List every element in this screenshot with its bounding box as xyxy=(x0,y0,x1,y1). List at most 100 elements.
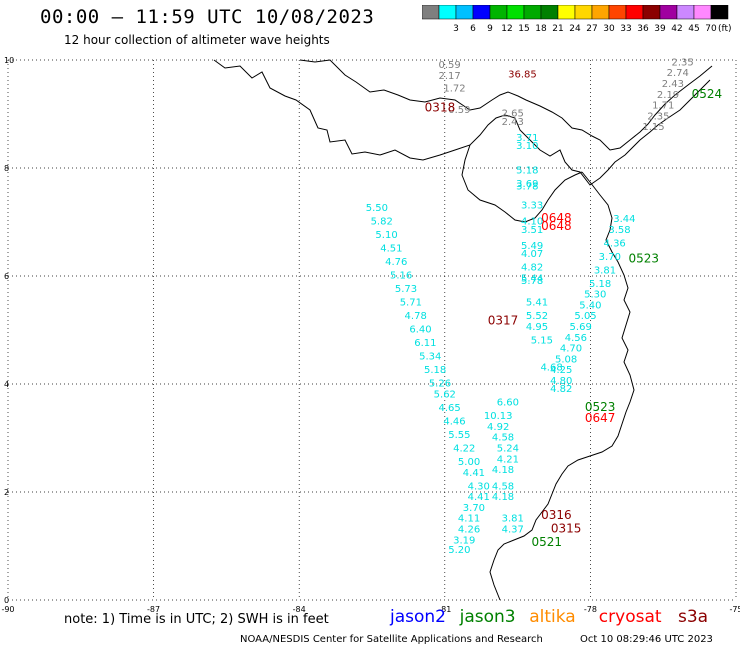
panama-pacific-coast xyxy=(213,59,711,186)
swh-value: 4.82 xyxy=(521,263,543,274)
swh-value: 5.16 xyxy=(390,271,412,282)
swh-value: 5.52 xyxy=(526,311,548,322)
swh-value: 5.30 xyxy=(584,290,606,301)
pass-time-label: 0521 xyxy=(531,535,562,549)
lon-tick-label: -90 xyxy=(1,605,14,614)
swh-value: 1.71 xyxy=(652,101,674,112)
swh-value: 5.44 xyxy=(521,273,543,284)
scale-label: 3 xyxy=(453,24,459,34)
swh-value: 4.18 xyxy=(492,465,514,476)
scale-label: 36 xyxy=(637,24,649,34)
swh-value: 4.41 xyxy=(468,492,490,503)
swh-value: 6.60 xyxy=(497,398,519,409)
swh-value: 5.62 xyxy=(434,390,456,401)
lat-tick-label: 0 xyxy=(4,596,9,605)
scale-label: 42 xyxy=(671,24,682,34)
swh-value: 1.72 xyxy=(443,83,465,94)
swh-value: 2.43 xyxy=(502,117,524,128)
swh-value: 0.59 xyxy=(448,105,470,116)
swh-value: 4.25 xyxy=(550,365,572,376)
swh-value: 3.71 xyxy=(516,133,538,144)
pass-time-label: 0317 xyxy=(488,314,519,328)
swh-value: 2.74 xyxy=(667,68,689,79)
lat-tick-label: 6 xyxy=(4,272,9,281)
swh-value: 5.18 xyxy=(516,165,538,176)
scale-label: 45 xyxy=(688,24,699,34)
swh-value: 5.15 xyxy=(531,336,553,347)
pass-time-label: 0316 xyxy=(541,508,572,522)
swh-value: 4.18 xyxy=(492,492,514,503)
swh-value: 5.49 xyxy=(521,241,543,252)
swh-value: 4.30 xyxy=(468,481,490,492)
scale-label: 9 xyxy=(487,24,493,34)
satellite-legend-item: jason2 xyxy=(390,607,446,627)
pass-time-label: 0648 xyxy=(541,219,572,233)
swh-value: 3.81 xyxy=(502,514,524,525)
swh-value: 5.10 xyxy=(375,230,397,241)
swh-value: 3.19 xyxy=(453,535,475,546)
page-title: 00:00 – 11:59 UTC 10/08/2023 xyxy=(40,6,375,28)
swh-value: 4.82 xyxy=(550,384,572,395)
pass-time-label: 0648 xyxy=(541,211,572,225)
swh-value: 4.95 xyxy=(526,322,548,333)
swh-value: 4.11 xyxy=(458,514,480,525)
lon-tick-label: -84 xyxy=(293,605,306,614)
swh-value: 4.56 xyxy=(565,333,587,344)
swh-value: 5.73 xyxy=(395,284,417,295)
swh-value: 4.36 xyxy=(604,238,626,249)
swh-value: 4.58 xyxy=(492,481,514,492)
swh-value: 4.70 xyxy=(560,344,582,355)
map-axes: -90 -87 -84 -81 -78 -75 0 2 4 6 8 10 xyxy=(1,56,740,614)
pass-time-label: 0315 xyxy=(551,522,582,536)
swh-value: 5.00 xyxy=(458,457,480,468)
swh-value: 5.18 xyxy=(589,279,611,290)
swh-value: 4.51 xyxy=(380,244,402,255)
swh-value: 5.34 xyxy=(419,352,441,363)
pass-time-label: 0318 xyxy=(425,100,456,114)
swh-value: 4.10 xyxy=(521,217,543,228)
lon-tick-label: -75 xyxy=(729,605,740,614)
scale-units: (ft) xyxy=(718,24,732,34)
lat-tick-label: 2 xyxy=(4,488,9,497)
swh-value: 2.19 xyxy=(657,90,679,101)
swh-value: 5.71 xyxy=(400,298,422,309)
swh-value: 36.85 xyxy=(508,69,537,80)
lon-tick-label: -87 xyxy=(147,605,160,614)
page-subtitle: 12 hour collection of altimeter wave hei… xyxy=(64,33,330,47)
lon-tick-label: -78 xyxy=(584,605,597,614)
swh-value: 2.43 xyxy=(662,79,684,90)
pass-time-label: 0523 xyxy=(629,252,660,266)
scale-label: 21 xyxy=(552,24,563,34)
swh-value: 5.08 xyxy=(555,354,577,365)
scale-label: 18 xyxy=(535,24,547,34)
swh-value: 0.59 xyxy=(439,60,461,71)
swh-value: 3.70 xyxy=(599,252,621,263)
scale-bin xyxy=(710,5,729,20)
pass-time-label: 0647 xyxy=(585,411,616,425)
swh-value: 3.10 xyxy=(516,141,538,152)
scale-label: 70 xyxy=(705,24,717,34)
swh-value: 2.17 xyxy=(439,71,461,82)
swh-value: 4.58 xyxy=(492,433,514,444)
swh-value: 3.33 xyxy=(521,201,543,212)
swh-value: 2.35 xyxy=(671,57,693,68)
swh-value: 3.44 xyxy=(613,214,635,225)
scale-label: 24 xyxy=(569,24,581,34)
scale-label: 39 xyxy=(654,24,666,34)
colombia-pacific-coast xyxy=(489,171,635,601)
swh-value: 3.58 xyxy=(608,225,630,236)
satellite-legend-item: cryosat xyxy=(598,607,662,627)
swh-value: 5.78 xyxy=(521,276,543,287)
swh-value: 4.26 xyxy=(458,525,480,536)
swh-value: 3.69 xyxy=(516,179,538,190)
swh-value: 4.41 xyxy=(463,468,485,479)
swh-value: 5.82 xyxy=(371,217,393,228)
swh-value: 5.41 xyxy=(526,298,548,309)
pass-time-label: 0524 xyxy=(692,87,723,101)
swh-value: 5.50 xyxy=(366,203,388,214)
credit-line: NOAA/NESDIS Center for Satellite Applica… xyxy=(240,634,543,645)
swh-value: 4.78 xyxy=(405,311,427,322)
lon-tick-label: -81 xyxy=(438,605,451,614)
